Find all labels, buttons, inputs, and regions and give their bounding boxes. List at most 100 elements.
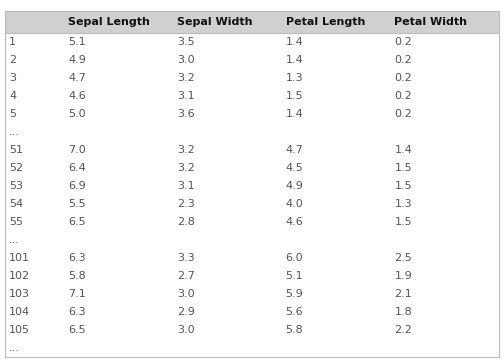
Bar	[5, 159, 499, 177]
Text: 1.4: 1.4	[286, 55, 303, 65]
Text: 1: 1	[9, 37, 16, 47]
Text: Sepal Length: Sepal Length	[69, 17, 150, 27]
Text: 0.2: 0.2	[394, 91, 412, 101]
Text: 4: 4	[9, 91, 16, 101]
Bar	[5, 123, 499, 141]
Text: 2.5: 2.5	[394, 253, 412, 263]
Text: 5.8: 5.8	[286, 325, 303, 335]
Text: 4.6: 4.6	[286, 217, 303, 227]
Text: 3.0: 3.0	[177, 325, 195, 335]
Text: 0.2: 0.2	[394, 37, 412, 47]
Text: 0.2: 0.2	[394, 109, 412, 119]
Text: 5: 5	[9, 109, 16, 119]
Bar	[5, 141, 499, 159]
Text: 6.3: 6.3	[69, 253, 86, 263]
Text: 6.3: 6.3	[69, 307, 86, 317]
Text: 1.9: 1.9	[394, 271, 412, 281]
Text: 5.5: 5.5	[69, 199, 86, 209]
Bar	[5, 213, 499, 231]
Text: 2.9: 2.9	[177, 307, 195, 317]
Text: 53: 53	[9, 181, 23, 191]
Text: 7.0: 7.0	[69, 145, 86, 155]
Text: Sepal Width: Sepal Width	[177, 17, 253, 27]
Text: 4.9: 4.9	[69, 55, 86, 65]
Text: 104: 104	[9, 307, 30, 317]
Text: 52: 52	[9, 163, 23, 173]
Text: 7.1: 7.1	[69, 289, 86, 299]
Text: 5.1: 5.1	[286, 271, 303, 281]
Text: 1.5: 1.5	[394, 163, 412, 173]
Bar	[5, 33, 499, 51]
Text: 1.8: 1.8	[394, 307, 412, 317]
Text: 4.0: 4.0	[286, 199, 303, 209]
Text: 4.6: 4.6	[69, 91, 86, 101]
Text: 6.5: 6.5	[69, 325, 86, 335]
Bar	[5, 69, 499, 87]
Text: 3: 3	[9, 73, 16, 83]
Text: 1.5: 1.5	[286, 91, 303, 101]
Text: Petal Width: Petal Width	[394, 17, 467, 27]
Text: 3.1: 3.1	[177, 91, 195, 101]
Text: 1.5: 1.5	[394, 181, 412, 191]
Text: 5.8: 5.8	[69, 271, 86, 281]
Text: 2.3: 2.3	[177, 199, 195, 209]
Bar	[5, 249, 499, 267]
Text: 5.1: 5.1	[69, 37, 86, 47]
Text: 1.3: 1.3	[286, 73, 303, 83]
Text: 105: 105	[9, 325, 30, 335]
Text: 102: 102	[9, 271, 30, 281]
Text: 4.5: 4.5	[286, 163, 303, 173]
Bar	[5, 267, 499, 285]
Text: ...: ...	[9, 127, 20, 137]
Text: 1.3: 1.3	[394, 199, 412, 209]
Text: 51: 51	[9, 145, 23, 155]
Bar	[5, 51, 499, 69]
Bar	[5, 321, 499, 339]
Text: 3.1: 3.1	[177, 181, 195, 191]
Text: 6.5: 6.5	[69, 217, 86, 227]
Text: 2: 2	[9, 55, 16, 65]
Text: 103: 103	[9, 289, 30, 299]
Text: ...: ...	[9, 235, 20, 245]
Bar	[5, 105, 499, 123]
Text: 1.4: 1.4	[286, 37, 303, 47]
Bar	[5, 285, 499, 303]
Text: 2.8: 2.8	[177, 217, 195, 227]
Text: 4.9: 4.9	[286, 181, 303, 191]
Text: 3.0: 3.0	[177, 289, 195, 299]
Text: 3.3: 3.3	[177, 253, 195, 263]
Text: 3.2: 3.2	[177, 145, 195, 155]
Text: 4.7: 4.7	[286, 145, 303, 155]
Bar	[5, 339, 499, 357]
Text: 3.6: 3.6	[177, 109, 195, 119]
Bar	[5, 87, 499, 105]
Text: 5.9: 5.9	[286, 289, 303, 299]
Text: Petal Length: Petal Length	[286, 17, 365, 27]
Text: 0.2: 0.2	[394, 55, 412, 65]
Text: 6.0: 6.0	[286, 253, 303, 263]
Text: 3.2: 3.2	[177, 73, 195, 83]
Text: 54: 54	[9, 199, 23, 209]
Bar	[5, 177, 499, 195]
Text: 2.1: 2.1	[394, 289, 412, 299]
Text: 55: 55	[9, 217, 23, 227]
Text: 0.2: 0.2	[394, 73, 412, 83]
Text: 1.4: 1.4	[394, 145, 412, 155]
Bar	[5, 231, 499, 249]
Text: 5.0: 5.0	[69, 109, 86, 119]
Text: 6.9: 6.9	[69, 181, 86, 191]
Text: 1.5: 1.5	[394, 217, 412, 227]
Text: 3.0: 3.0	[177, 55, 195, 65]
Text: 6.4: 6.4	[69, 163, 86, 173]
Text: 3.2: 3.2	[177, 163, 195, 173]
Bar	[5, 11, 499, 33]
Text: ...: ...	[9, 343, 20, 353]
Bar	[5, 303, 499, 321]
Text: 4.7: 4.7	[69, 73, 86, 83]
Text: 2.7: 2.7	[177, 271, 195, 281]
Text: 1.4: 1.4	[286, 109, 303, 119]
Text: 5.6: 5.6	[286, 307, 303, 317]
Text: 2.2: 2.2	[394, 325, 412, 335]
Text: 101: 101	[9, 253, 30, 263]
Bar	[5, 195, 499, 213]
